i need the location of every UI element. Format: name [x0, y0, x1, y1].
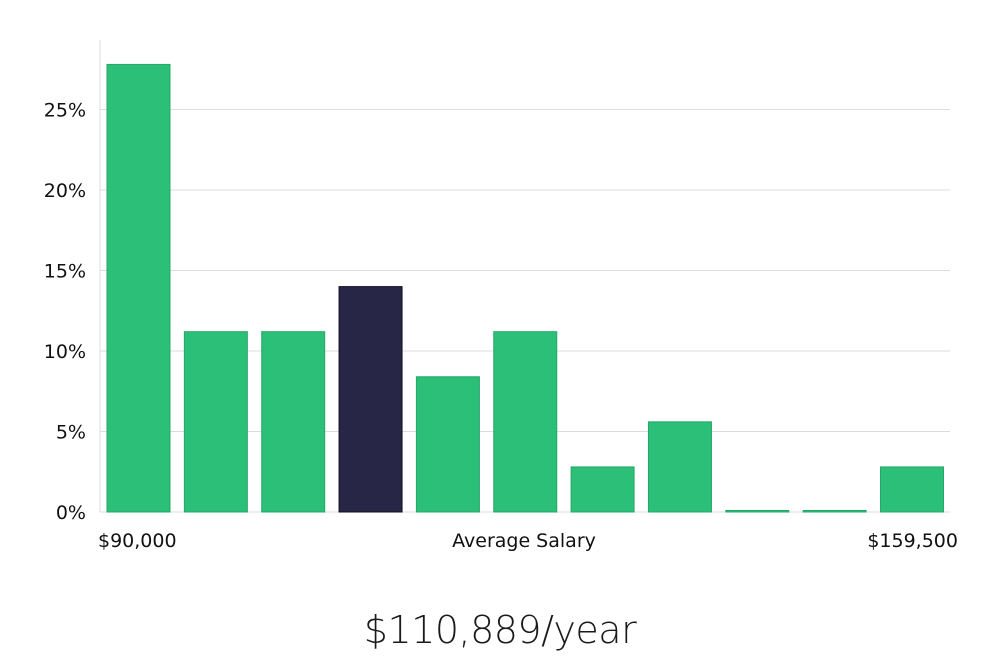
histogram-bar — [802, 510, 867, 513]
y-tick-label: 10% — [44, 341, 86, 363]
histogram-bar — [725, 510, 790, 513]
histogram-bar — [493, 331, 558, 513]
y-axis-ticks: 0% 5% 10% 15% 20% 25% — [44, 100, 86, 525]
x-range-start-label: $90,000 — [98, 530, 177, 552]
histogram-bar — [647, 421, 712, 513]
bars — [106, 63, 944, 513]
x-axis-title: Average Salary — [452, 530, 596, 552]
histogram-bar — [183, 331, 248, 513]
histogram-bar-highlighted — [338, 286, 403, 513]
y-tick-label: 20% — [44, 180, 86, 202]
histogram-bar — [415, 376, 480, 513]
histogram-bar — [880, 466, 944, 513]
salary-histogram: 0%5%10%15%20%25% $90,000 Average Salary … — [44, 40, 958, 552]
histogram-bar — [261, 331, 326, 513]
y-tick-label: 15% — [44, 261, 86, 283]
y-tick-label: 0% — [56, 502, 86, 524]
histogram-bar — [570, 466, 635, 513]
average-salary-value: $110,889/year — [363, 608, 637, 652]
x-range-end-label: $159,500 — [867, 530, 958, 552]
y-tick-label: 5% — [56, 422, 86, 444]
y-tick-label: 25% — [44, 100, 86, 122]
histogram-bar — [106, 63, 171, 513]
